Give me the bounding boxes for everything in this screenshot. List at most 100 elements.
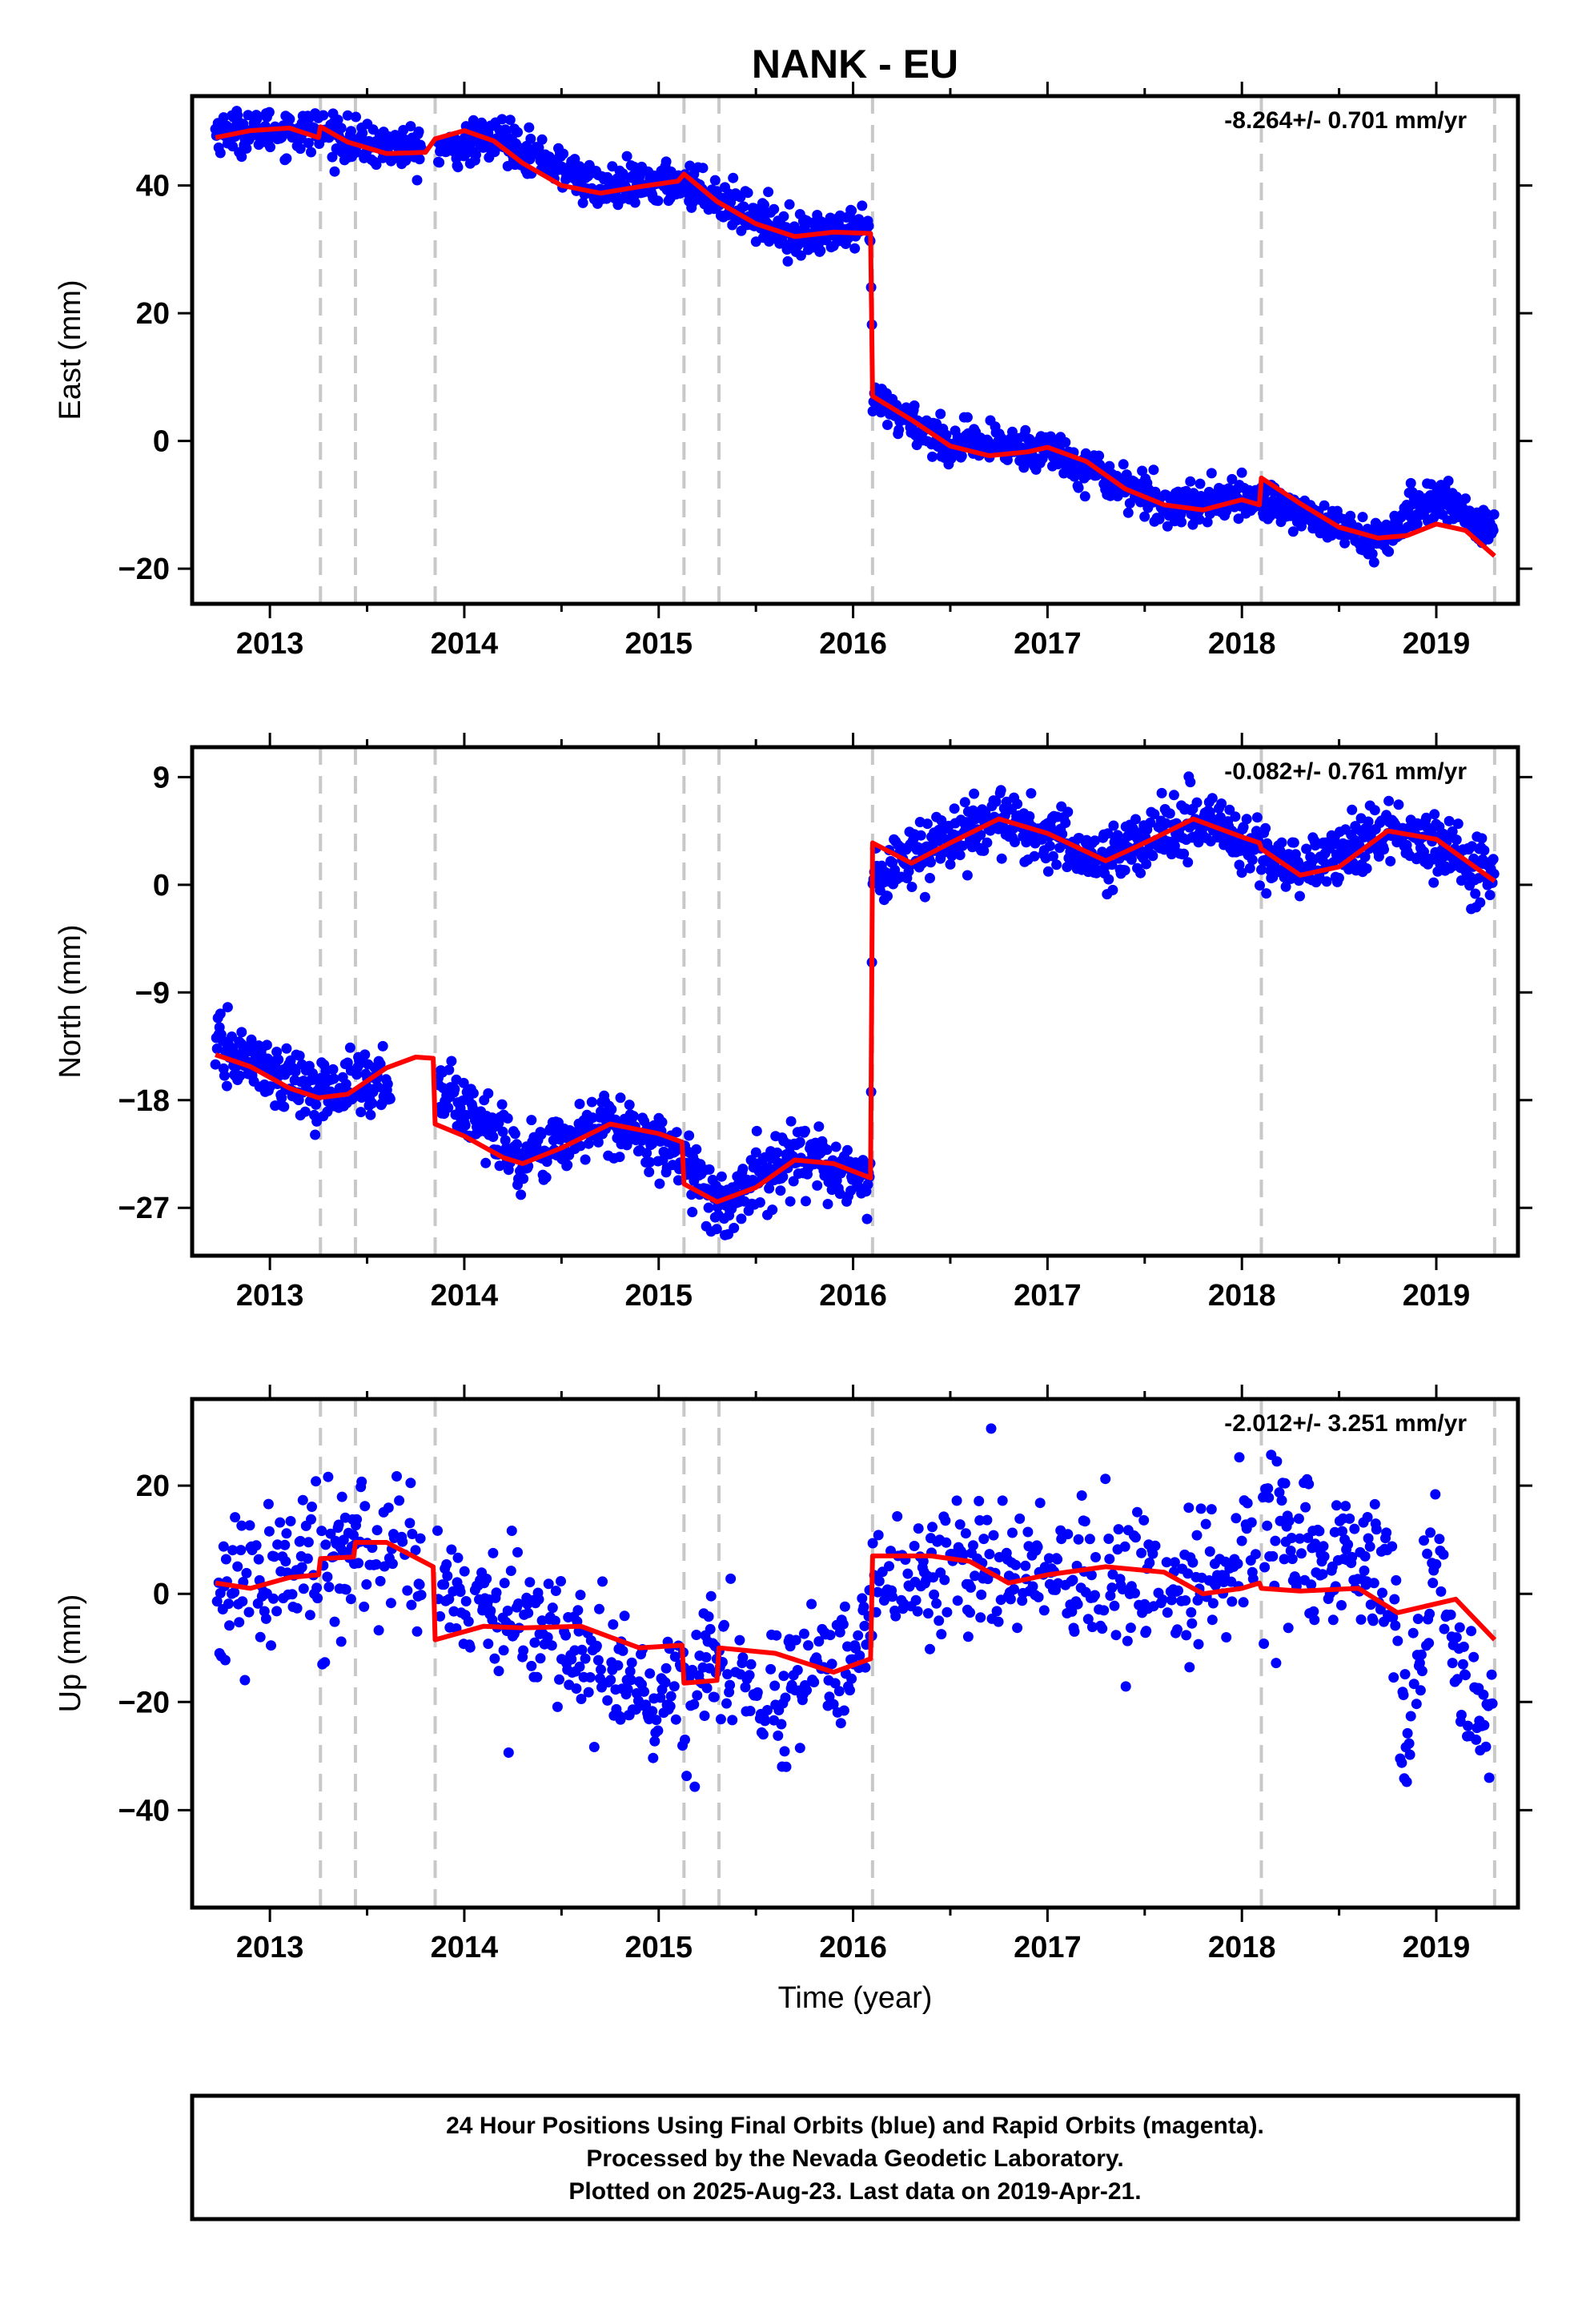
up-data-point: [1398, 1690, 1409, 1700]
up-data-point: [1435, 1586, 1447, 1597]
up-data-point: [1043, 1553, 1054, 1564]
up-x-tick-label: 2013: [236, 1931, 304, 1964]
up-data-point: [359, 1501, 371, 1512]
north-data-point: [446, 1055, 457, 1067]
up-data-point: [803, 1640, 813, 1651]
north-data-point: [1484, 890, 1496, 901]
north-data-point: [906, 882, 917, 892]
up-data-point: [572, 1605, 584, 1616]
up-data-point: [929, 1589, 940, 1600]
up-data-point: [1066, 1606, 1078, 1617]
up-data-point: [1343, 1539, 1354, 1550]
north-data-point: [1447, 826, 1458, 837]
up-data-point: [444, 1594, 455, 1605]
north-data-point: [1393, 799, 1404, 810]
north-data-point: [1347, 804, 1358, 815]
up-data-point: [1014, 1513, 1026, 1524]
up-data-point: [1466, 1626, 1477, 1637]
up-data-point: [1295, 1533, 1305, 1544]
up-data-point: [951, 1495, 962, 1506]
up-data-point: [1327, 1614, 1339, 1626]
up-data-points: [211, 1423, 1498, 1792]
north-data-point: [246, 1034, 257, 1045]
up-data-point: [867, 1538, 878, 1549]
east-data-point: [351, 111, 361, 123]
east-data-point: [784, 199, 795, 210]
up-data-point: [1371, 1524, 1382, 1535]
east-data-point: [215, 147, 226, 159]
up-data-point: [211, 1596, 223, 1607]
north-data-point: [583, 1138, 594, 1149]
up-data-point: [591, 1640, 602, 1651]
up-data-point: [1262, 1520, 1273, 1531]
east-data-point: [533, 143, 544, 153]
up-data-point: [976, 1589, 987, 1600]
up-data-point: [859, 1620, 870, 1631]
up-data-point: [1405, 1711, 1416, 1722]
up-data-point: [1086, 1622, 1098, 1633]
north-data-point: [754, 1197, 765, 1208]
up-data-point: [1182, 1568, 1194, 1579]
north-data-point: [1359, 851, 1371, 862]
up-data-point: [602, 1695, 613, 1706]
up-data-point: [1122, 1635, 1133, 1647]
up-data-point: [1359, 1565, 1370, 1576]
north-data-point: [962, 870, 973, 881]
east-data-point: [1480, 508, 1492, 519]
up-data-point: [813, 1636, 825, 1647]
up-data-point: [237, 1596, 248, 1607]
up-data-point: [502, 1605, 513, 1616]
east-data-point: [281, 153, 292, 164]
north-data-point: [861, 1213, 873, 1224]
north-data-point: [821, 1144, 833, 1156]
north-plot-area: [210, 747, 1500, 1256]
north-data-point: [1216, 798, 1227, 809]
north-data-point: [290, 1066, 301, 1077]
north-data-point: [687, 1207, 698, 1217]
up-data-point: [954, 1519, 966, 1530]
up-data-point: [1022, 1526, 1034, 1538]
up-data-point: [552, 1701, 563, 1712]
up-data-point: [1263, 1492, 1275, 1503]
up-data-point: [1391, 1574, 1402, 1586]
north-data-point: [1429, 809, 1440, 820]
up-data-point: [665, 1701, 676, 1712]
north-data-point: [995, 785, 1006, 796]
up-data-point: [1279, 1478, 1291, 1489]
up-data-point: [1447, 1658, 1458, 1669]
up-data-point: [241, 1567, 252, 1578]
east-data-point: [728, 172, 739, 183]
up-data-point: [689, 1699, 700, 1710]
x-axis-label: Time (year): [778, 1981, 933, 2015]
north-data-point: [261, 1039, 272, 1051]
north-data-point: [684, 1130, 695, 1141]
east-data-point: [1154, 513, 1165, 525]
up-data-point: [936, 1629, 947, 1640]
north-data-point: [975, 830, 986, 840]
up-data-point: [416, 1590, 427, 1601]
east-data-point: [782, 255, 793, 267]
up-data-point: [828, 1699, 839, 1710]
north-data-point: [367, 1098, 378, 1109]
up-data-point: [432, 1525, 443, 1536]
east-data-point: [252, 111, 263, 122]
north-data-point: [703, 1202, 714, 1213]
up-data-point: [1232, 1558, 1243, 1570]
up-data-point: [543, 1578, 554, 1590]
north-data-point: [580, 1154, 591, 1165]
north-data-point: [622, 1136, 633, 1147]
east-data-point: [1073, 482, 1084, 493]
up-data-point: [615, 1714, 626, 1725]
east-data-point: [882, 420, 893, 430]
north-data-point: [540, 1172, 552, 1183]
east-data-point: [795, 250, 806, 261]
up-data-point: [588, 1742, 600, 1752]
north-data-point: [355, 1107, 367, 1118]
north-data-point: [969, 788, 980, 799]
up-data-point: [769, 1680, 781, 1691]
north-data-point: [281, 1043, 292, 1054]
up-data-point: [1480, 1741, 1492, 1752]
up-data-point: [281, 1528, 292, 1539]
up-data-point: [778, 1671, 789, 1682]
north-data-point: [671, 1127, 682, 1138]
